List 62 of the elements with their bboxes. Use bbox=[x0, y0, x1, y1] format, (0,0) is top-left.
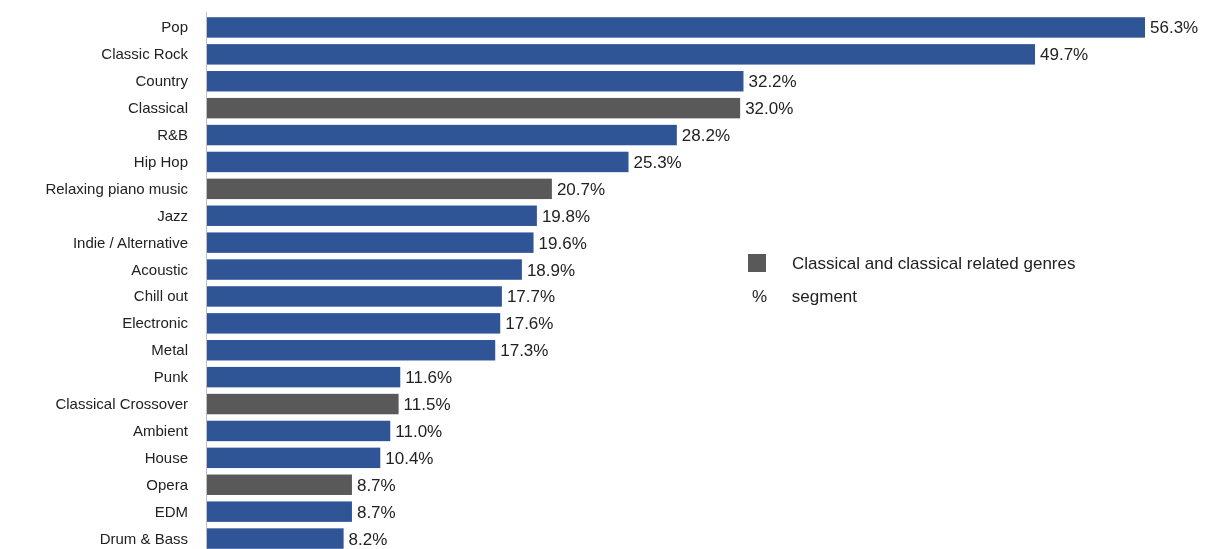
bar bbox=[207, 71, 744, 92]
data-label: 19.8% bbox=[541, 206, 591, 226]
bar bbox=[207, 17, 1145, 38]
bar bbox=[207, 340, 496, 361]
data-label: 18.9% bbox=[526, 260, 576, 280]
bar bbox=[207, 528, 344, 549]
y-tick-label: Indie / Alternative bbox=[72, 233, 188, 251]
data-label: 17.3% bbox=[500, 341, 549, 361]
y-tick-label: Classic Rock bbox=[101, 45, 189, 63]
bar bbox=[207, 366, 401, 388]
bar bbox=[207, 420, 391, 442]
y-tick-label: EDM bbox=[154, 502, 188, 520]
data-label: 8.7% bbox=[356, 475, 396, 495]
y-tick-label: R&B bbox=[157, 126, 188, 144]
data-label: 17.6% bbox=[505, 314, 554, 334]
data-label: 8.7% bbox=[356, 502, 396, 522]
bar bbox=[207, 97, 741, 119]
y-tick-label: Jazz bbox=[157, 206, 188, 224]
data-label: 32.0% bbox=[745, 99, 794, 119]
y-tick-label: Classical bbox=[127, 99, 188, 117]
bar bbox=[207, 259, 522, 280]
data-label: 17.7% bbox=[506, 287, 556, 307]
data-label: 8.2% bbox=[348, 529, 388, 549]
bar bbox=[207, 124, 677, 146]
data-label: 11.5% bbox=[403, 395, 451, 415]
bar bbox=[207, 501, 352, 522]
data-label: 11.6% bbox=[405, 368, 453, 388]
bar bbox=[207, 313, 501, 334]
bar bbox=[207, 178, 552, 200]
bar bbox=[207, 151, 629, 173]
data-label: 25.3% bbox=[633, 152, 682, 172]
y-tick-label: Classical Crossover bbox=[55, 395, 188, 413]
bar bbox=[207, 393, 399, 415]
bar bbox=[207, 447, 381, 469]
bar bbox=[207, 205, 537, 226]
y-tick-label: Punk bbox=[153, 368, 189, 386]
y-tick-label: Pop bbox=[161, 18, 188, 36]
annotation: % segment bbox=[752, 287, 858, 306]
bar bbox=[207, 232, 534, 253]
y-tick-label: Country bbox=[135, 72, 189, 90]
bar bbox=[207, 44, 1036, 65]
y-tick-label: Electronic bbox=[122, 314, 189, 332]
data-label: 56.3% bbox=[1150, 18, 1199, 38]
y-tick-label: Ambient bbox=[132, 421, 189, 439]
y-tick-label: Hip Hop bbox=[133, 152, 188, 170]
data-label: 28.2% bbox=[681, 126, 731, 146]
legend-label: Classical and classical related genres bbox=[792, 254, 1076, 273]
data-label: 11.0% bbox=[395, 421, 443, 441]
data-label: 49.7% bbox=[1040, 45, 1089, 65]
y-tick-label: Chill out bbox=[133, 287, 189, 305]
y-tick-label: Acoustic bbox=[131, 260, 189, 278]
data-label: 19.6% bbox=[538, 233, 587, 253]
bar bbox=[207, 286, 502, 307]
y-tick-label: Opera bbox=[146, 475, 189, 493]
data-label: 32.2% bbox=[748, 72, 797, 92]
y-tick-label: Metal bbox=[151, 341, 188, 359]
data-label: 10.4% bbox=[385, 448, 434, 468]
y-tick-label: House bbox=[144, 448, 188, 466]
data-label: 20.7% bbox=[556, 179, 606, 199]
y-tick-label: Drum & Bass bbox=[99, 529, 188, 547]
y-tick-label: Relaxing piano music bbox=[45, 179, 189, 197]
bar bbox=[207, 474, 352, 495]
